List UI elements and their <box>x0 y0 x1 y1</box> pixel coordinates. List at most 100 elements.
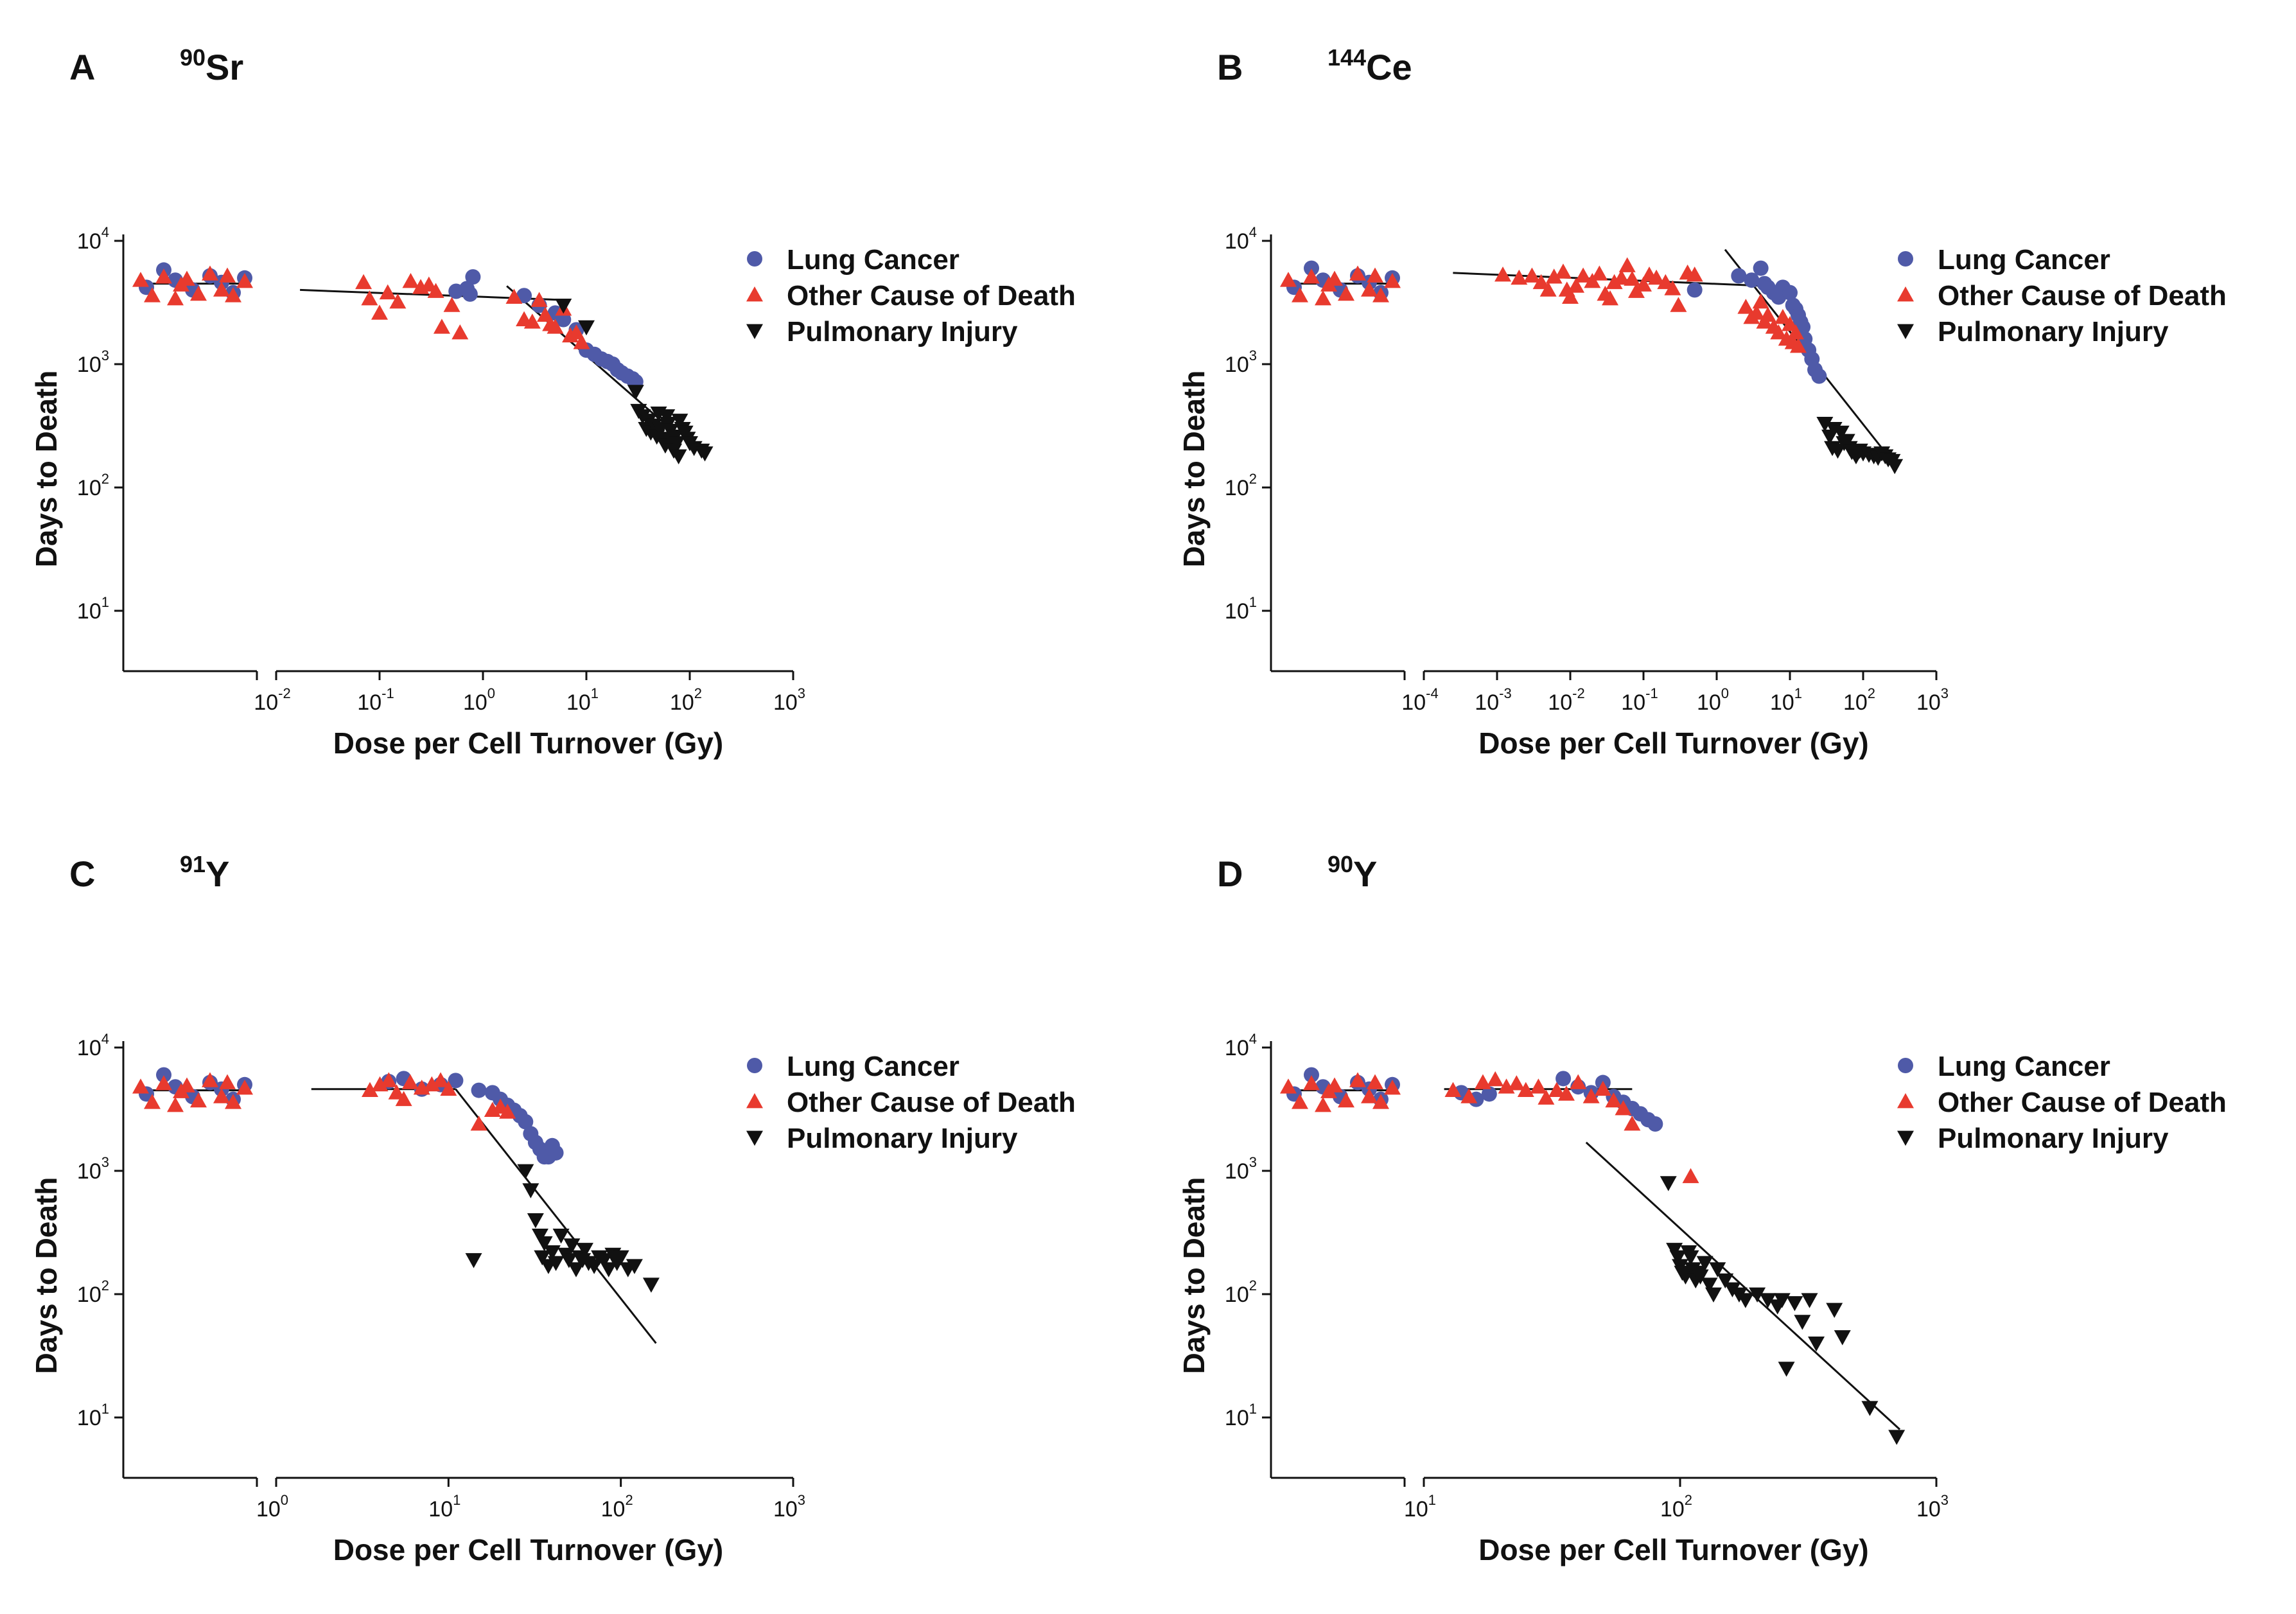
other-cause-control-point <box>1280 272 1297 287</box>
legend-other-cause: Other Cause of Death <box>1938 1087 2227 1118</box>
pulmonary-injury-point <box>1816 417 1834 432</box>
legend-pulmonary-injury: Pulmonary Injury <box>1938 316 2169 347</box>
x-tick-label: 101 <box>566 685 599 715</box>
x-tick-label: 102 <box>670 685 702 715</box>
y-tick-label: 102 <box>77 471 109 500</box>
other-cause-control-point <box>167 290 184 306</box>
other-cause-point <box>1517 1082 1534 1097</box>
other-cause-point <box>395 1091 412 1107</box>
lung-cancer-point <box>1481 1086 1497 1102</box>
other-cause-control-point <box>1303 1075 1320 1091</box>
panel-letter: A <box>69 47 95 87</box>
pulmonary-injury-point <box>531 1228 548 1244</box>
other-cause-point <box>470 1115 487 1131</box>
x-tick-label: 100 <box>463 685 495 715</box>
lung-cancer-point <box>462 286 478 302</box>
legend-lung-cancer: Lung Cancer <box>787 244 960 276</box>
pulmonary-injury-point <box>670 449 687 464</box>
other-cause-point <box>1474 1074 1491 1089</box>
pulmonary-injury-point <box>1794 1315 1811 1330</box>
pulmonary-injury-point <box>626 1259 643 1274</box>
isotope-label: 90Y <box>1328 851 1377 894</box>
panel-d-chart: D 90Y 104 103 102 101 Days to Death 101 102 103 Do… <box>1177 851 2227 1566</box>
legend-lung-cancer-marker <box>1898 251 1913 267</box>
other-cause-control-point <box>173 276 189 292</box>
legend-lung-cancer: Lung Cancer <box>1938 244 2110 276</box>
lung-cancer-point <box>1782 285 1798 301</box>
other-cause-control-point <box>236 1079 253 1095</box>
other-cause-control-point <box>1384 1079 1401 1095</box>
x-tick-label: 101 <box>1404 1492 1436 1522</box>
other-cause-point <box>1530 1078 1547 1094</box>
pulmonary-injury-point <box>696 446 714 462</box>
y-tick-label: 104 <box>1225 224 1257 254</box>
other-cause-point <box>379 284 396 300</box>
x-axis-title: Dose per Cell Turnover (Gy) <box>333 1533 724 1566</box>
other-cause-control-point <box>1292 287 1308 303</box>
pulmonary-injury-point <box>658 409 676 425</box>
other-cause-point <box>1605 1092 1622 1108</box>
other-cause-control-point <box>132 1078 149 1094</box>
other-cause-point <box>440 1080 457 1096</box>
pulmonary-injury-point <box>1832 425 1850 441</box>
pulmonary-injury-point <box>555 298 572 314</box>
other-cause-control-point <box>219 267 236 283</box>
other-cause-control-point <box>1349 265 1366 281</box>
other-cause-point <box>1508 1075 1525 1091</box>
pulmonary-injury-point <box>1701 1277 1718 1293</box>
pulmonary-injury-point <box>1669 1250 1687 1266</box>
legend-other-cause-marker <box>746 286 763 302</box>
pulmonary-injury-point <box>600 1262 617 1277</box>
other-cause-point <box>1582 1088 1600 1103</box>
x-tick-label: 103 <box>773 685 805 715</box>
other-cause-point <box>1657 274 1674 290</box>
other-cause-point <box>1618 257 1636 272</box>
pulmonary-injury-point <box>567 1262 584 1277</box>
other-cause-point <box>1737 299 1755 314</box>
other-cause-control-point <box>155 1075 172 1091</box>
pulmonary-injury-point <box>576 1243 593 1258</box>
other-cause-point <box>505 288 523 304</box>
pulmonary-injury-point <box>1834 1330 1851 1346</box>
y-tick-label: 102 <box>77 1277 109 1307</box>
other-cause-point <box>1624 270 1641 286</box>
pulmonary-injury-point <box>627 385 644 400</box>
other-cause-point <box>1570 1074 1587 1089</box>
lung-cancer-point <box>1753 260 1769 276</box>
legend-lung-cancer-marker <box>1898 1058 1913 1073</box>
y-tick-label: 104 <box>1225 1031 1257 1060</box>
fit-line <box>455 1088 657 1344</box>
y-tick-label: 101 <box>77 594 109 624</box>
pulmonary-injury-point <box>1677 1269 1694 1285</box>
x-tick-label: 103 <box>1916 1492 1949 1522</box>
panel-letter: C <box>69 854 95 894</box>
pulmonary-injury-point <box>1709 1262 1726 1277</box>
other-cause-point <box>1682 1168 1699 1184</box>
legend-other-cause: Other Cause of Death <box>787 280 1076 311</box>
x-tick-label: 101 <box>1770 685 1802 715</box>
other-cause-point <box>402 272 419 288</box>
pulmonary-injury-point <box>1861 1401 1879 1416</box>
pulmonary-injury-point <box>1786 1296 1803 1311</box>
other-cause-control-point <box>202 1072 218 1087</box>
other-cause-point <box>1523 267 1541 283</box>
pulmonary-injury-point <box>1808 1337 1825 1352</box>
other-cause-point <box>1789 337 1807 353</box>
other-cause-control-point <box>1338 285 1354 301</box>
x-tick-label: 10-1 <box>1621 685 1658 715</box>
pulmonary-injury-point <box>1717 1273 1734 1289</box>
x-tick-label: 100 <box>1697 685 1729 715</box>
other-cause-point <box>1594 1080 1611 1096</box>
pulmonary-injury-point <box>1778 1362 1795 1377</box>
pulmonary-injury-point <box>560 1253 577 1268</box>
other-cause-point <box>1606 274 1623 290</box>
other-cause-control-point <box>202 265 218 281</box>
other-cause-point <box>1539 281 1557 297</box>
pulmonary-injury-point <box>522 1183 539 1198</box>
legend-lung-cancer: Lung Cancer <box>1938 1051 2110 1082</box>
other-cause-point <box>1444 1082 1462 1097</box>
other-cause-point <box>1562 288 1579 304</box>
pulmonary-injury-point <box>668 436 685 452</box>
other-cause-point <box>1494 266 1512 282</box>
x-tick-label: 101 <box>428 1492 460 1522</box>
